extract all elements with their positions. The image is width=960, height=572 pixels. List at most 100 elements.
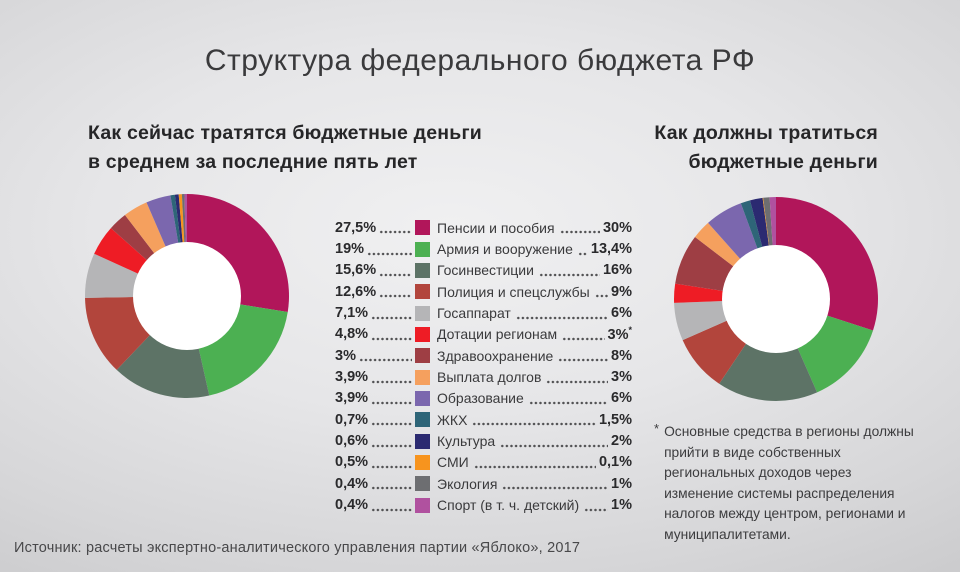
dotted-leader — [371, 416, 412, 430]
legend-swatch — [415, 348, 430, 364]
legend-row: 27,5% Пенсии и пособия 30% — [335, 217, 632, 238]
legend-row: 0,6% Культура 2% — [335, 430, 632, 451]
dotted-leader — [558, 352, 609, 366]
dotted-leader — [515, 309, 609, 323]
legend-category-label: Здравоохранение — [437, 347, 554, 364]
legend-row: 7,1% Госаппарат 6% — [335, 302, 632, 323]
legend-category-label: Выплата долгов — [437, 369, 542, 386]
dotted-leader — [358, 352, 412, 366]
dotted-leader — [371, 309, 412, 323]
dotted-leader — [371, 501, 412, 515]
dotted-leader — [371, 458, 412, 472]
heading-line: Как должны тратиться — [654, 122, 878, 144]
legend-current-value: 0,7% — [335, 411, 369, 428]
legend-left-column: 0,5% — [335, 453, 415, 472]
legend-current-value: 0,6% — [335, 433, 369, 450]
dotted-leader — [528, 394, 609, 408]
legend-proposed-value: 9% — [611, 283, 632, 300]
legend-current-value: 0,4% — [335, 475, 369, 492]
legend-row: 0,4% Спорт (в т. ч. детский) 1% — [335, 494, 632, 515]
legend-row: 3% Здравоохранение 8% — [335, 345, 632, 366]
legend-current-value: 3% — [335, 347, 356, 364]
legend-category-label: Дотации регионам — [437, 326, 558, 343]
legend-current-value: 3,9% — [335, 390, 369, 407]
dotted-leader — [584, 501, 609, 515]
legend-left-column: 3,9% — [335, 389, 415, 408]
legend-swatch — [415, 262, 430, 278]
legend-current-value: 27,5% — [335, 219, 377, 236]
legend-swatch — [415, 220, 430, 236]
legend-proposed-value: 6% — [611, 305, 632, 322]
legend-left-column: 4,8% — [335, 325, 415, 344]
legend-category-label: Культура — [437, 433, 496, 450]
dotted-leader — [371, 330, 412, 344]
legend-left-column: 27,5% — [335, 218, 415, 238]
dotted-leader — [371, 437, 412, 451]
dotted-leader — [500, 437, 609, 451]
legend-current-value: 3,9% — [335, 369, 369, 386]
dotted-leader — [379, 266, 412, 280]
legend-swatch — [415, 369, 430, 385]
legend-proposed-value: 3% — [611, 369, 632, 386]
legend-current-value: 4,8% — [335, 326, 369, 343]
legend-proposed-value: 1% — [611, 475, 632, 492]
legend-left-column: 0,6% — [335, 432, 415, 451]
legend-category-label: Армия и вооружение — [437, 241, 573, 258]
legend-swatch — [415, 412, 430, 428]
legend-left-column: 7,1% — [335, 304, 415, 323]
legend-proposed-value: 0,1% — [598, 454, 632, 471]
legend-swatch — [415, 433, 430, 449]
legend-proposed-value: 13,4% — [590, 241, 632, 258]
legend-swatch — [415, 284, 430, 300]
legend-category-label: Спорт (в т. ч. детский) — [437, 497, 580, 514]
legend-left-column: 0,4% — [335, 496, 415, 515]
dotted-leader — [473, 458, 596, 472]
legend-row: 15,6% Госинвестиции 16% — [335, 260, 632, 281]
legend-proposed-value: 30% — [602, 219, 632, 236]
legend-row: 12,6% Полиция и спецслужбы 9% — [335, 281, 632, 302]
current-budget-donut-chart — [85, 194, 289, 398]
legend: 27,5% Пенсии и пособия 30% 19% Армия и воору… — [335, 217, 632, 516]
proposed-budget-heading: Как должны тратиться бюджетные деньги — [654, 119, 878, 176]
legend-proposed-value: 1% — [611, 497, 632, 514]
heading-line: Как сейчас тратятся бюджетные деньги — [88, 122, 482, 144]
legend-swatch — [415, 390, 430, 406]
legend-category-label: СМИ — [437, 454, 469, 471]
dotted-leader — [371, 480, 412, 494]
dotted-leader — [538, 266, 600, 280]
dotted-leader — [472, 416, 596, 430]
legend-proposed-value: 16% — [602, 262, 632, 279]
legend-current-value: 12,6% — [335, 283, 377, 300]
legend-category-label: Госаппарат — [437, 305, 511, 322]
dotted-leader — [546, 373, 609, 387]
legend-left-column: 0,4% — [335, 474, 415, 494]
legend-proposed-value: 3%* — [607, 325, 632, 344]
legend-category-label: Полиция и спецслужбы — [437, 283, 590, 300]
legend-row: 19% Армия и вооружение 13,4% — [335, 238, 632, 259]
legend-left-column: 3,9% — [335, 368, 415, 387]
legend-current-value: 0,5% — [335, 454, 369, 471]
legend-swatch — [415, 326, 430, 342]
dotted-leader — [562, 330, 605, 344]
legend-row: 0,4% Экология 1% — [335, 473, 632, 494]
legend-swatch — [415, 476, 430, 492]
legend-category-label: Пенсии и пособия — [437, 219, 555, 236]
legend-row: 4,8% Дотации регионам 3%* — [335, 324, 632, 345]
legend-proposed-value: 8% — [611, 347, 632, 364]
legend-category-label: Госинвестиции — [437, 262, 534, 279]
footnote-marker-ref: * — [628, 325, 632, 336]
legend-left-column: 3% — [335, 346, 415, 366]
legend-swatch — [415, 497, 430, 513]
source-line: Источник: расчеты экспертно-аналитическо… — [14, 540, 581, 556]
legend-proposed-value: 2% — [611, 433, 632, 450]
dotted-leader — [379, 224, 412, 238]
legend-proposed-value: 1,5% — [598, 411, 632, 428]
dotted-leader — [371, 394, 412, 408]
dotted-leader — [559, 224, 600, 238]
heading-line: бюджетные деньги — [688, 150, 878, 173]
donut-hole — [722, 245, 830, 353]
current-budget-heading: Как сейчас тратятся бюджетные деньги в с… — [88, 119, 482, 176]
legend-current-value: 15,6% — [335, 262, 377, 279]
proposed-budget-donut-chart — [674, 197, 878, 401]
